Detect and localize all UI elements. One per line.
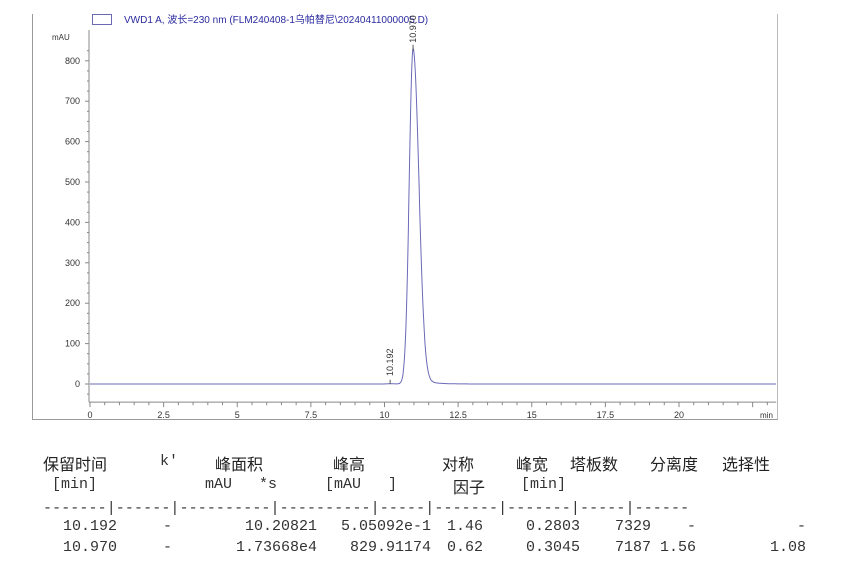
y-tick-label: 200 [65,298,80,308]
header-rt: 保留时间 [43,455,108,474]
table-cell: 10.20821 [244,518,317,535]
peak-label: 10.192 [385,348,395,376]
x-tick-label: 20 [674,410,684,420]
x-tick-label: 2.5 [157,410,170,420]
table-cell: 0.62 [446,539,483,556]
y-tick-label: 600 [65,137,80,147]
table-cell: 1.08 [769,539,806,556]
unit-height: [mAU ] [325,476,398,493]
x-tick-label: 0 [87,410,92,420]
y-tick-label: 300 [65,258,80,268]
y-tick-label: 100 [65,339,80,349]
x-axis-label: min [760,411,773,420]
chromatogram-plot: 0 100 200 300 400 500 600 700 800 0 2.5 5 7.5 10 12.5 1… [52,15,777,420]
table-cell: - [162,518,172,535]
chart-frame [32,14,778,420]
table-cell: - [686,518,696,535]
header-area: 峰面积 [215,455,264,474]
y-tick-label: 700 [65,96,80,106]
table-cell: 1.56 [659,539,696,556]
y-tick-label: 0 [75,379,80,389]
table-cell: 7187 [614,539,651,556]
y-tick-label: 400 [65,217,80,227]
y-axis-label: mAU [52,33,70,42]
legend-label: VWD1 A, 波长=230 nm (FLM240408-1乌帕替尼\20240… [124,15,429,26]
header-height: 峰高 [333,455,366,474]
header-plates: 塔板数 [570,455,619,474]
table-cell: - [162,539,172,556]
table-cell: 0.2803 [525,518,580,535]
peak-label: 10.970 [408,15,418,43]
table-cell: 5.05092e-1 [340,518,431,535]
table-cell: 1.46 [446,518,483,535]
table-cell: 10.970 [62,539,117,556]
y-tick-label: 500 [65,177,80,187]
x-tick-label: 5 [235,410,240,420]
header-resolution: 分离度 [650,455,699,474]
table-cell: - [796,518,806,535]
table-divider: -------|------|----------|----------|---… [43,500,690,517]
legend-swatch [92,14,112,25]
table-cell: 10.192 [62,518,117,535]
table-cell: 829.91174 [349,539,431,556]
table-cell: 7329 [614,518,651,535]
table-cell: 1.73668e4 [235,539,317,556]
x-tick-label: 17.5 [597,410,615,420]
header-symmetry: 对称 [442,455,475,474]
y-tick-label: 800 [65,56,80,66]
x-tick-label: 10 [379,410,389,420]
unit-area: mAU *s [205,476,278,493]
x-tick-label: 12.5 [449,410,467,420]
table-cell: 0.3045 [525,539,580,556]
x-tick-label: 7.5 [305,410,318,420]
header-selectivity: 选择性 [722,455,771,474]
header-k: k' [160,453,179,470]
unit-symmetry: 因子 [453,478,486,497]
unit-rt: [min] [52,476,98,493]
header-width: 峰宽 [516,455,549,474]
x-tick-label: 15 [527,410,537,420]
unit-width: [min] [521,476,567,493]
signal-trace [90,47,776,385]
